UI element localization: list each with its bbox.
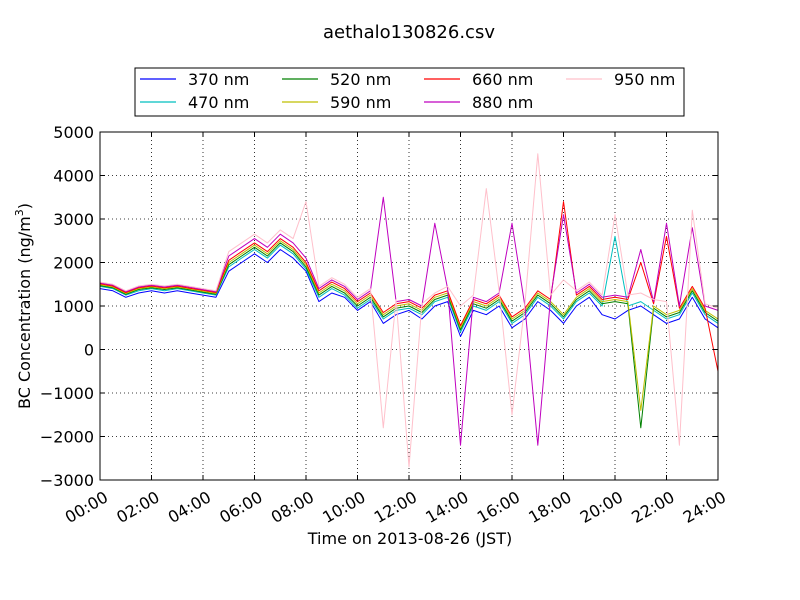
legend-label: 590 nm bbox=[330, 93, 391, 112]
series-line-370-nm bbox=[99, 249, 719, 337]
plot-area bbox=[99, 131, 719, 481]
legend-item: 370 nm bbox=[140, 70, 249, 89]
series-line-520-nm bbox=[99, 242, 719, 429]
y-tick-label: −1000 bbox=[40, 384, 94, 403]
y-tick-label: 3000 bbox=[53, 210, 94, 229]
y-tick-label: 1000 bbox=[53, 297, 94, 316]
series-line-590-nm bbox=[99, 240, 719, 411]
chart-title: aethalo130826.csv bbox=[323, 22, 495, 43]
y-tick-label: −3000 bbox=[40, 471, 94, 490]
legend: 370 nm 470 nm 520 nm 590 nm 660 nm 880 nm 950 … bbox=[134, 67, 685, 117]
y-tick-labels: −3000 −2000 −1000 0 1000 2000 3000 4000 5000 bbox=[40, 123, 94, 490]
series-line-660-nm bbox=[99, 201, 719, 372]
legend-box bbox=[134, 67, 685, 117]
legend-item: 660 nm bbox=[424, 70, 533, 89]
series-line-470-nm bbox=[99, 235, 719, 333]
y-tick-label: 2000 bbox=[53, 254, 94, 273]
y-tick-label: 5000 bbox=[53, 123, 94, 142]
legend-label: 470 nm bbox=[188, 93, 249, 112]
y-axis-label-superscript: 3 bbox=[13, 209, 26, 216]
legend-label: 660 nm bbox=[472, 70, 533, 89]
x-axis-label: Time on 2013-08-26 (JST) bbox=[307, 529, 512, 548]
series-line-880-nm bbox=[99, 196, 719, 446]
legend-item: 470 nm bbox=[140, 93, 249, 112]
legend-item: 520 nm bbox=[282, 70, 391, 89]
legend-label: 880 nm bbox=[472, 93, 533, 112]
y-tick-label: 4000 bbox=[53, 167, 94, 186]
legend-label: 370 nm bbox=[188, 70, 249, 89]
axis-ticks bbox=[99, 131, 719, 481]
y-axis-label: BC Concentration (ng/m3) bbox=[13, 203, 34, 409]
y-axis-label-close: ) bbox=[15, 203, 34, 209]
legend-item: 950 nm bbox=[566, 70, 675, 89]
y-tick-label: −2000 bbox=[40, 428, 94, 447]
legend-label: 950 nm bbox=[614, 70, 675, 89]
data-series bbox=[99, 153, 719, 468]
series-line-950-nm bbox=[99, 153, 719, 468]
legend-item: 880 nm bbox=[424, 93, 533, 112]
legend-item: 590 nm bbox=[282, 93, 391, 112]
legend-label: 520 nm bbox=[330, 70, 391, 89]
y-tick-label: 0 bbox=[84, 341, 94, 360]
y-axis-label-main: BC Concentration (ng/m bbox=[15, 216, 34, 409]
